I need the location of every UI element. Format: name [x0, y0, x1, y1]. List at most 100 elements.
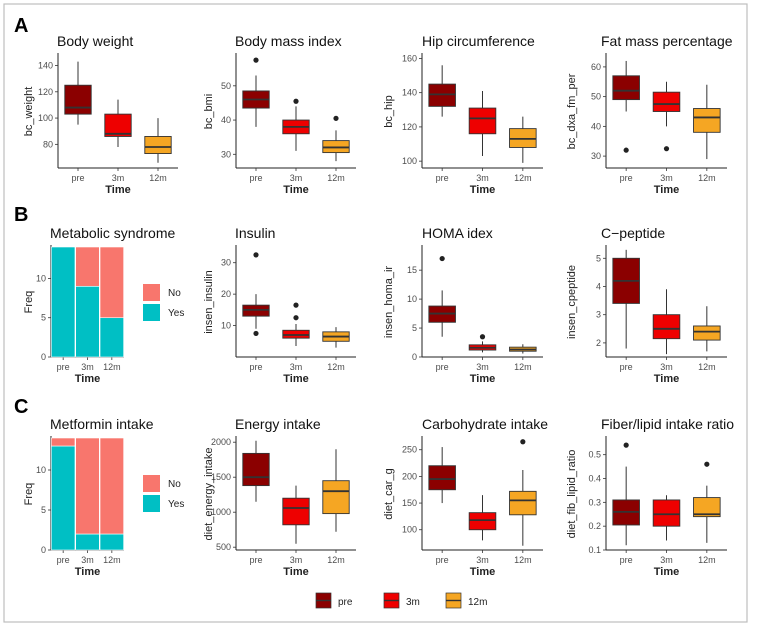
- bar-segment-yes-pre: [51, 246, 76, 358]
- chart-title: Fiber/lipid intake ratio: [601, 416, 734, 432]
- chart-title: C−peptide: [601, 225, 665, 241]
- x-tick-label: 12m: [698, 173, 716, 183]
- y-axis-label: bc_hip: [383, 95, 395, 127]
- legend-label-yes: Yes: [168, 499, 184, 510]
- y-tick-label: 250: [402, 445, 417, 455]
- x-tick-label: pre: [249, 555, 262, 565]
- y-axis-label: bc_dxa_fm_per: [566, 73, 578, 149]
- y-tick-label: 0: [41, 352, 46, 362]
- time-legend-label-3m: 3m: [406, 597, 420, 608]
- y-tick-label: 100: [402, 156, 417, 166]
- y-tick-label: 20: [221, 289, 231, 299]
- y-tick-label: 100: [38, 113, 53, 123]
- x-axis-label: Time: [470, 566, 495, 578]
- x-tick-label: pre: [436, 173, 449, 183]
- y-tick-label: 30: [221, 149, 231, 159]
- outlier-point: [623, 147, 629, 153]
- panel-label-a: A: [14, 15, 28, 37]
- chart-title: Insulin: [235, 225, 275, 241]
- iqr-box: [104, 113, 132, 137]
- bar-segment-yes-12m: [99, 533, 124, 551]
- legend-swatch-no: [143, 284, 160, 301]
- chart-ins: Insulin 10 20 30 pre 3m 12m Time insen_insulin: [203, 225, 356, 385]
- y-tick-label: 10: [36, 465, 46, 475]
- legend-swatch-no: [143, 475, 160, 492]
- y-axis-label: Freq: [23, 291, 35, 314]
- x-axis-label: Time: [654, 184, 679, 196]
- chart-bw: Body weight 80 100 120 140 pre 3m 12m Time bc_wei…: [23, 33, 178, 196]
- outlier-point: [333, 115, 339, 121]
- box-3m: [652, 495, 681, 541]
- x-tick-label: 12m: [327, 362, 345, 372]
- outlier-point: [479, 334, 486, 340]
- y-tick-label: 140: [402, 88, 417, 98]
- chart-title: Carbohydrate intake: [422, 416, 548, 432]
- y-axis-label: Freq: [23, 483, 35, 506]
- y-axis-label: diet_fib_lipid_ratio: [566, 450, 578, 539]
- outlier-point: [520, 439, 526, 445]
- outlier-point: [623, 442, 629, 448]
- box-pre: [612, 60, 640, 153]
- chart-bmi: Body mass index 30 40 50 pre 3m 12m Time bc_bmi: [203, 33, 356, 196]
- y-tick-label: 1500: [211, 472, 231, 482]
- outlier-point: [704, 461, 710, 467]
- y-tick-label: 160: [402, 53, 417, 63]
- box-3m: [282, 485, 310, 544]
- iqr-box: [64, 84, 92, 115]
- bar-segment-yes-3m: [75, 533, 100, 551]
- x-axis-label: Time: [283, 373, 308, 385]
- x-tick-label: 3m: [660, 362, 673, 372]
- x-tick-label: 12m: [327, 173, 345, 183]
- bar-segment-no-3m: [75, 246, 100, 287]
- chart-carb: Carbohydrate intake 100 150 200 250 pre 3m 12m T…: [383, 416, 548, 578]
- x-tick-label: 3m: [112, 173, 125, 183]
- y-axis-label: bc_bmi: [203, 94, 215, 129]
- y-tick-label: 0: [412, 352, 417, 362]
- iqr-box: [693, 108, 721, 133]
- x-axis-label: Time: [105, 184, 130, 196]
- y-axis-label: insen_insulin: [203, 270, 215, 334]
- x-tick-label: pre: [249, 173, 262, 183]
- y-tick-label: 10: [221, 321, 231, 331]
- x-tick-label: 3m: [81, 555, 94, 565]
- iqr-box: [282, 497, 310, 526]
- y-tick-label: 5: [41, 313, 46, 323]
- outlier-point: [663, 146, 670, 152]
- x-tick-label: 3m: [290, 362, 303, 372]
- x-tick-label: 12m: [514, 173, 532, 183]
- y-tick-label: 2000: [211, 437, 231, 447]
- y-tick-label: 140: [38, 61, 53, 71]
- panel-label-b: B: [14, 204, 28, 226]
- box-12m: [509, 344, 537, 354]
- x-tick-label: pre: [57, 555, 70, 565]
- x-tick-label: 3m: [476, 173, 489, 183]
- box-12m: [509, 439, 537, 546]
- y-tick-label: 0: [41, 545, 46, 555]
- legend-label-no: No: [168, 479, 181, 490]
- box-pre: [64, 61, 92, 125]
- y-tick-label: 2: [596, 338, 601, 348]
- x-tick-label: 12m: [103, 555, 121, 565]
- x-tick-label: pre: [71, 173, 84, 183]
- iqr-box: [693, 325, 721, 341]
- box-12m: [322, 449, 350, 532]
- y-tick-label: 60: [591, 62, 601, 72]
- x-axis-label: Time: [75, 373, 100, 385]
- y-tick-label: 1000: [211, 507, 231, 517]
- legend-label-no: No: [168, 288, 181, 299]
- chart-cpep: C−peptide 2 3 4 5 pre 3m 12m Time insen_cpeptide: [566, 225, 727, 385]
- x-tick-label: pre: [57, 362, 70, 372]
- box-12m: [322, 327, 350, 348]
- box-pre: [428, 255, 456, 337]
- x-tick-label: 12m: [698, 362, 716, 372]
- x-axis-label: Time: [654, 373, 679, 385]
- box-3m: [282, 98, 310, 151]
- x-tick-label: 12m: [698, 555, 716, 565]
- chart-title: HOMA idex: [422, 225, 493, 241]
- box-pre: [612, 249, 640, 349]
- x-tick-label: 12m: [103, 362, 121, 372]
- y-axis-label: bc_weight: [23, 87, 35, 137]
- y-axis-label: insen_cpeptide: [566, 265, 578, 339]
